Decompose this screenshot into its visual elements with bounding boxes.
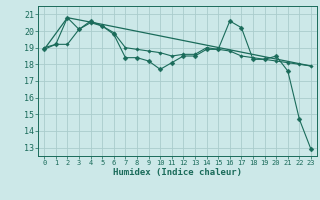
X-axis label: Humidex (Indice chaleur): Humidex (Indice chaleur) — [113, 168, 242, 177]
